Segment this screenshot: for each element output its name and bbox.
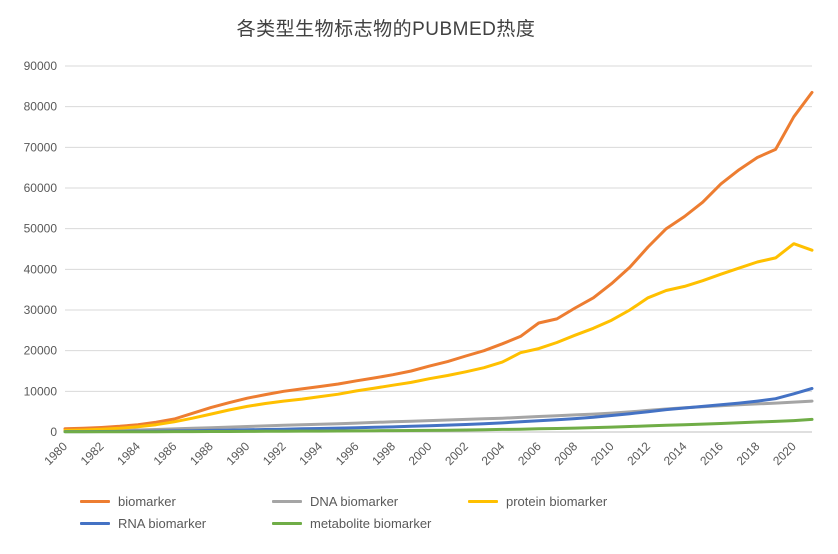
legend-line-swatch <box>80 500 110 503</box>
y-tick-label: 70000 <box>24 140 58 154</box>
x-tick-label: 2010 <box>588 439 617 468</box>
y-tick-label: 60000 <box>24 181 58 195</box>
x-tick-label: 1994 <box>296 439 325 468</box>
legend-label: DNA biomarker <box>310 494 399 509</box>
legend-item-protein-biomarker: protein biomarker <box>468 494 748 509</box>
legend-item-metabolite-biomarker: metabolite biomarker <box>272 516 468 531</box>
x-tick-label: 2008 <box>551 439 580 468</box>
legend-line-swatch <box>468 500 498 503</box>
x-tick-label: 1992 <box>260 439 289 468</box>
legend-label: protein biomarker <box>506 494 608 509</box>
x-tick-label: 2006 <box>515 439 544 468</box>
x-tick-label: 2012 <box>624 439 653 468</box>
x-tick-label: 1982 <box>78 439 107 468</box>
x-tick-label: 2014 <box>661 439 690 468</box>
y-tick-label: 40000 <box>24 262 58 276</box>
x-tick-label: 1984 <box>114 439 143 468</box>
x-tick-label: 2020 <box>770 439 799 468</box>
x-tick-label: 1988 <box>187 439 216 468</box>
legend: biomarker DNA biomarker protein biomarker R… <box>80 494 748 531</box>
legend-item-RNA-biomarker: RNA biomarker <box>80 516 272 531</box>
x-tick-label: 2016 <box>697 439 726 468</box>
legend-item-biomarker: biomarker <box>80 494 272 509</box>
legend-line-swatch <box>272 522 302 525</box>
series-line-biomarker <box>63 90 814 431</box>
x-tick-label: 2004 <box>479 439 508 468</box>
legend-item-DNA-biomarker: DNA biomarker <box>272 494 468 509</box>
y-tick-label: 80000 <box>24 100 58 114</box>
y-tick-label: 50000 <box>24 222 58 236</box>
x-tick-label: 2018 <box>734 439 763 468</box>
x-tick-label: 2000 <box>406 439 435 468</box>
legend-label: biomarker <box>118 494 176 509</box>
x-tick-label: 1990 <box>224 439 253 468</box>
series-line-metabolite-biomarker <box>63 417 814 434</box>
y-tick-label: 90000 <box>24 59 58 73</box>
x-tick-label: 1996 <box>333 439 362 468</box>
legend-line-swatch <box>80 522 110 525</box>
y-tick-label: 20000 <box>24 344 58 358</box>
x-tick-label: 2002 <box>442 439 471 468</box>
x-tick-label: 1998 <box>369 439 398 468</box>
y-tick-label: 30000 <box>24 303 58 317</box>
legend-label: metabolite biomarker <box>310 516 432 531</box>
chart-title: 各类型生物标志物的PUBMED热度 <box>236 19 536 40</box>
x-tick-label: 1980 <box>41 439 70 468</box>
y-tick-label: 10000 <box>24 384 58 398</box>
series-line-protein-biomarker <box>63 242 814 432</box>
legend-line-swatch <box>272 500 302 503</box>
y-tick-label: 0 <box>50 425 57 439</box>
legend-label: RNA biomarker <box>118 516 207 531</box>
x-tick-label: 1986 <box>151 439 180 468</box>
